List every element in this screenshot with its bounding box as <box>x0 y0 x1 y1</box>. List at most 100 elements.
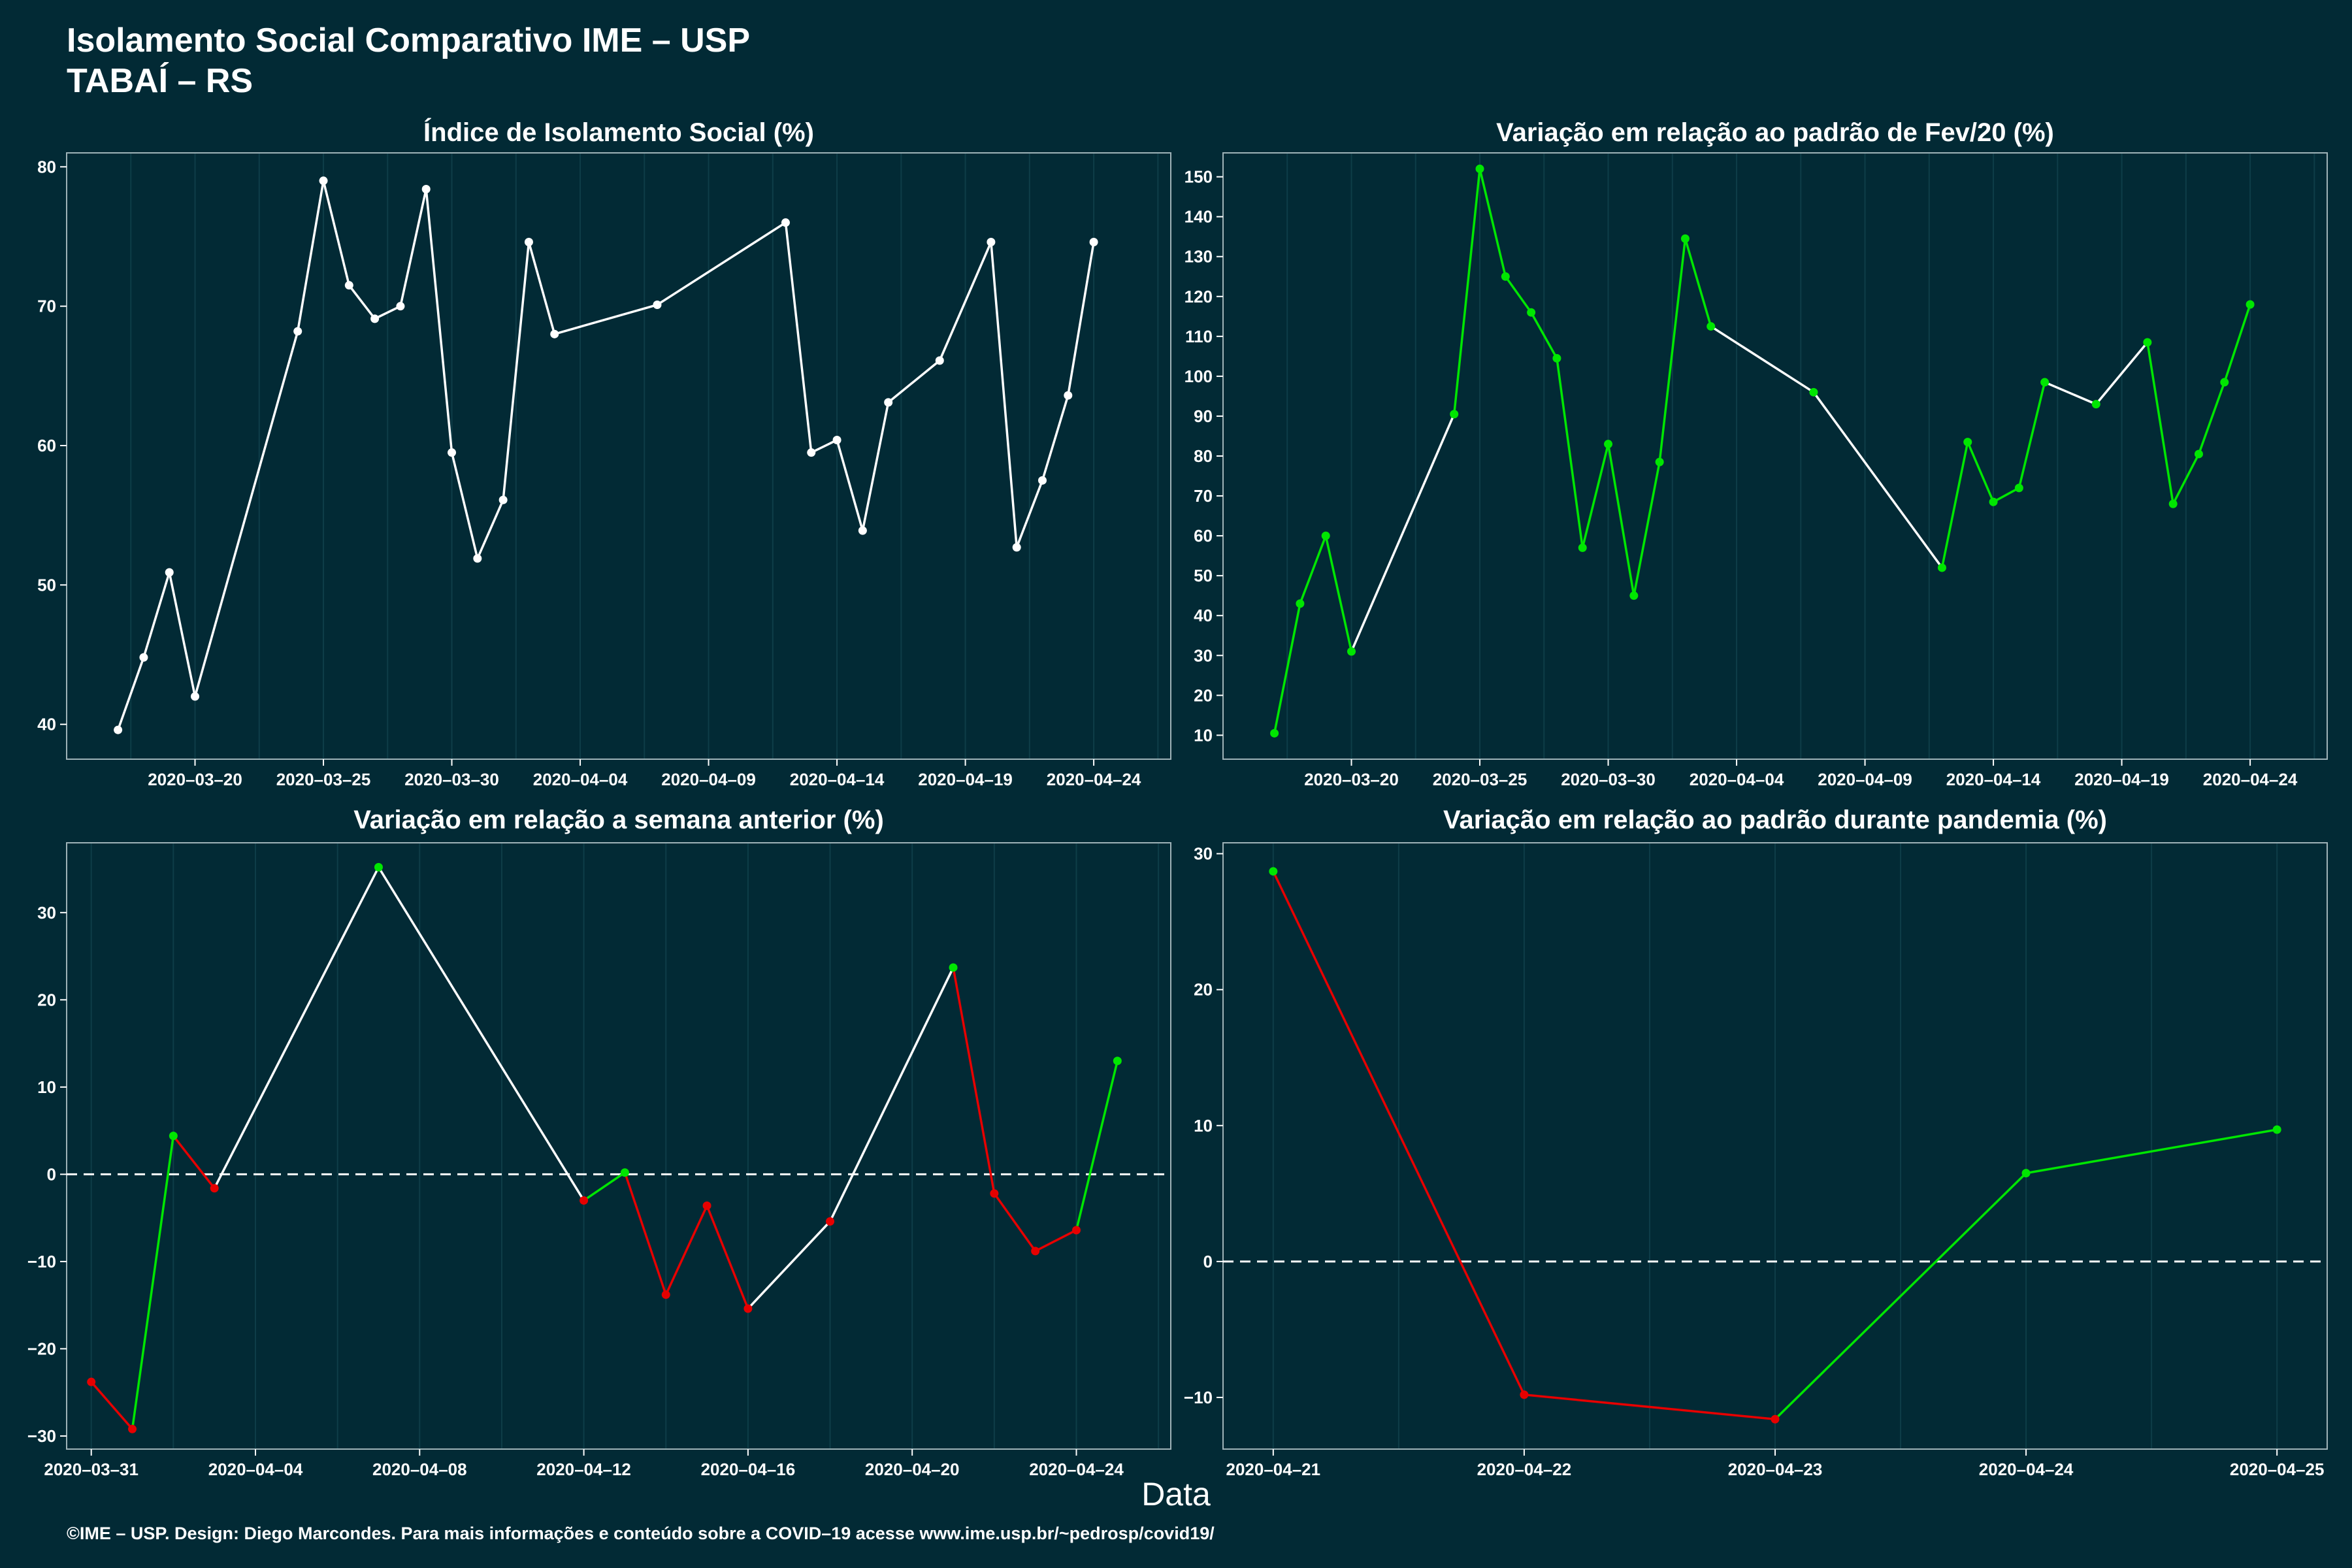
data-point <box>1809 387 1818 397</box>
data-point <box>169 1132 178 1141</box>
data-point <box>826 1217 835 1226</box>
data-point <box>550 329 559 338</box>
x-tick-label: 2020–04–22 <box>1477 1460 1572 1479</box>
line-segment <box>861 401 890 532</box>
line-segment <box>116 656 145 731</box>
y-tick-label: 150 <box>1184 167 1213 187</box>
data-point <box>2040 378 2050 387</box>
data-point <box>498 495 508 504</box>
line-segment <box>993 1192 1037 1252</box>
line-segment <box>90 1380 134 1431</box>
line-segment <box>296 179 325 333</box>
data-point <box>344 281 353 290</box>
line-segment <box>1273 602 1301 735</box>
y-tick-label: 140 <box>1184 207 1213 227</box>
y-tick-label: 20 <box>1194 685 1213 705</box>
data-point <box>1089 238 1098 247</box>
line-segment <box>747 1220 832 1310</box>
y-tick-label: 70 <box>1194 486 1213 506</box>
panel-title: Índice de Isolamento Social (%) <box>423 118 814 147</box>
line-segment <box>1350 413 1456 653</box>
panel-border <box>66 842 1171 1450</box>
line-segment <box>1272 870 1526 1396</box>
line-segment <box>1299 534 1327 605</box>
x-tick-label: 2020–04–19 <box>2074 770 2169 789</box>
line-segment <box>656 221 787 306</box>
data-point <box>2091 400 2100 409</box>
x-tick-label: 2020–04–04 <box>208 1460 303 1479</box>
data-point <box>2272 1125 2281 1134</box>
data-point <box>1113 1056 1122 1066</box>
data-point <box>524 238 533 247</box>
line-segment <box>1523 1394 1776 1420</box>
data-point <box>1707 322 1716 331</box>
line-segment <box>142 571 171 659</box>
x-tick-label: 2020–04–16 <box>701 1460 796 1479</box>
data-point <box>139 653 148 662</box>
data-point <box>1552 353 1561 363</box>
data-point <box>935 356 944 365</box>
data-point <box>1031 1247 1040 1256</box>
x-tick-label: 2020–03–25 <box>276 770 371 789</box>
line-segment <box>1075 1060 1119 1232</box>
line-segment <box>1015 479 1044 549</box>
data-point <box>1037 476 1047 485</box>
data-point <box>1501 272 1510 281</box>
line-segment <box>1684 237 1712 328</box>
footer-credits: ©IME – USP. Design: Diego Marcondes. Par… <box>67 1524 1215 1543</box>
y-tick-label: 70 <box>37 297 56 316</box>
line-segment <box>553 303 659 336</box>
line-segment <box>810 438 838 454</box>
line-segment <box>623 1171 667 1296</box>
data-point <box>210 1184 219 1193</box>
x-tick-label: 2020–04–21 <box>1226 1460 1321 1479</box>
line-segment <box>1324 534 1353 653</box>
y-tick-label: 0 <box>1203 1252 1213 1271</box>
x-tick-label: 2020–04–20 <box>865 1460 960 1479</box>
line-segment <box>1607 442 1635 597</box>
y-tick-label: 60 <box>1194 526 1213 546</box>
data-point <box>396 302 405 311</box>
data-point <box>781 218 790 227</box>
data-point <box>2014 483 2023 493</box>
data-point <box>114 725 123 734</box>
x-tick-label: 2020–03–20 <box>148 770 242 789</box>
line-segment <box>1774 1171 2027 1420</box>
line-segment <box>1967 440 1995 503</box>
chart-panel-2: Variação em relação ao padrão de Fev/20 … <box>1184 118 2328 789</box>
panel-title: Variação em relação ao padrão durante pa… <box>1443 806 2107 834</box>
line-segment <box>450 451 479 560</box>
line-segment <box>131 1134 175 1431</box>
data-point <box>1771 1414 1780 1424</box>
y-tick-label: 60 <box>37 436 56 455</box>
y-tick-label: 30 <box>1194 844 1213 864</box>
data-point <box>987 238 996 247</box>
data-point <box>884 398 893 407</box>
line-segment <box>425 188 453 454</box>
y-tick-label: 80 <box>37 157 56 176</box>
line-segment <box>476 498 504 560</box>
line-segment <box>1041 394 1070 482</box>
line-segment <box>952 966 996 1195</box>
x-tick-label: 2020–04–04 <box>1690 770 1784 789</box>
y-tick-label: 110 <box>1185 327 1213 346</box>
line-segment <box>706 1204 749 1310</box>
line-segment <box>1709 325 1815 394</box>
data-point <box>87 1377 96 1386</box>
line-segment <box>582 1171 627 1202</box>
y-tick-label: 20 <box>1194 980 1213 1000</box>
line-segment <box>990 240 1018 549</box>
line-segment <box>1992 487 2021 503</box>
x-tick-label: 2020–04–24 <box>1979 1460 2074 1479</box>
line-segment <box>1581 442 1610 549</box>
line-segment <box>664 1204 708 1296</box>
x-tick-label: 2020–04–12 <box>536 1460 631 1479</box>
y-tick-label: 120 <box>1184 287 1213 306</box>
chart-title: Isolamento Social Comparativo IME – USP <box>67 22 751 59</box>
data-point <box>1012 543 1021 552</box>
data-point <box>1655 457 1664 466</box>
data-point <box>620 1168 629 1177</box>
chart-panel-4: Variação em relação ao padrão durante pa… <box>1184 806 2328 1479</box>
chart-panel-1: Índice de Isolamento Social (%) 40 50 60 70 8… <box>37 118 1171 789</box>
data-point <box>2143 338 2152 347</box>
